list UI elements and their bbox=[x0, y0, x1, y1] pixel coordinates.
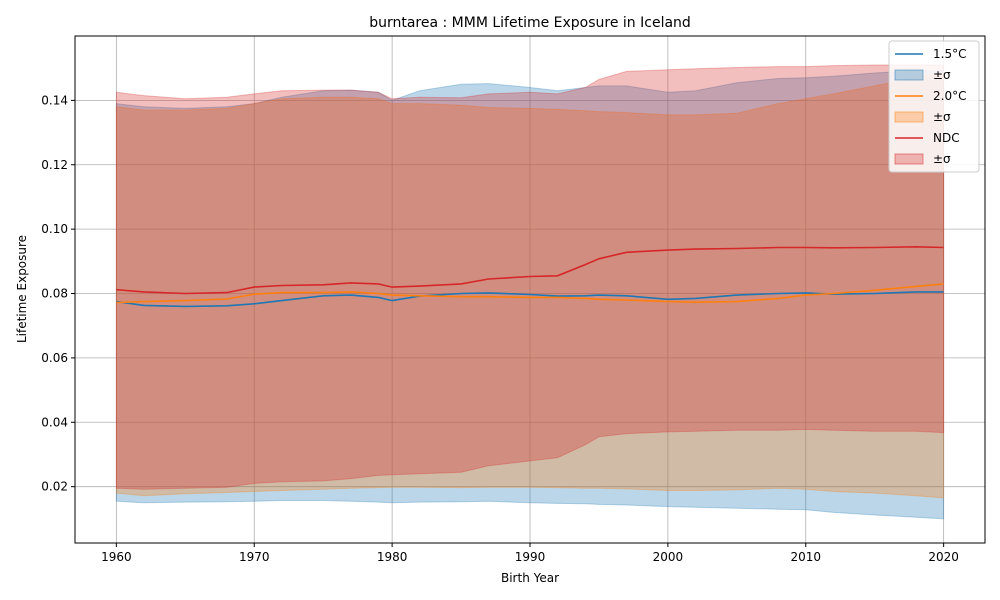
series-lines bbox=[116, 245, 944, 308]
y-tick-label: 0.14 bbox=[41, 93, 68, 107]
chart-title: burntarea : MMM Lifetime Exposure in Ice… bbox=[369, 15, 691, 31]
legend: 1.5°C ±σ 2.0°C ±σ NDC ±σ bbox=[888, 40, 980, 173]
y-tick-label: 0.06 bbox=[41, 351, 68, 365]
x-tick-label: 2020 bbox=[928, 550, 959, 564]
x-tick-label: 2000 bbox=[653, 550, 684, 564]
x-tick-label: 1960 bbox=[101, 550, 132, 564]
y-tick-label: 0.12 bbox=[41, 158, 68, 172]
legend-label: ±σ bbox=[933, 110, 951, 124]
legend-label: ±σ bbox=[933, 152, 951, 166]
legend-band-swatch bbox=[894, 153, 924, 165]
legend-label: 1.5°C bbox=[933, 47, 966, 61]
grid bbox=[75, 36, 985, 543]
x-tick-label: 1970 bbox=[239, 550, 270, 564]
line-1.5°C bbox=[116, 291, 944, 308]
uncertainty-bands bbox=[115, 64, 945, 520]
x-axis-ticks: 1960 1970 1980 1990 2000 2010 2020 bbox=[101, 543, 959, 564]
legend-label: 2.0°C bbox=[933, 89, 966, 103]
y-axis-label: Lifetime Exposure bbox=[15, 235, 29, 343]
legend-label: NDC bbox=[933, 131, 960, 145]
legend-label: ±σ bbox=[933, 68, 951, 82]
x-tick-label: 1990 bbox=[515, 550, 546, 564]
y-tick-label: 0.02 bbox=[41, 480, 68, 494]
band-2.0°C bbox=[115, 73, 945, 499]
y-tick-label: 0.08 bbox=[41, 287, 68, 301]
x-tick-label: 2010 bbox=[790, 550, 821, 564]
x-tick-label: 1980 bbox=[377, 550, 408, 564]
y-axis-ticks: 0.02 0.04 0.06 0.08 0.10 0.12 0.14 bbox=[41, 93, 75, 494]
legend-band-swatch bbox=[894, 69, 924, 81]
y-tick-label: 0.04 bbox=[41, 415, 68, 429]
line-NDC bbox=[116, 245, 944, 295]
legend-band-swatch bbox=[894, 111, 924, 123]
x-axis-label: Birth Year bbox=[501, 571, 559, 585]
line-2.0°C bbox=[116, 283, 944, 304]
legend-box bbox=[888, 40, 980, 173]
y-tick-label: 0.10 bbox=[41, 222, 68, 236]
